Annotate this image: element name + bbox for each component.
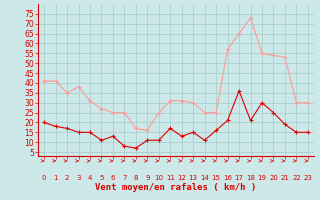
X-axis label: Vent moyen/en rafales ( km/h ): Vent moyen/en rafales ( km/h ) [95,183,257,192]
